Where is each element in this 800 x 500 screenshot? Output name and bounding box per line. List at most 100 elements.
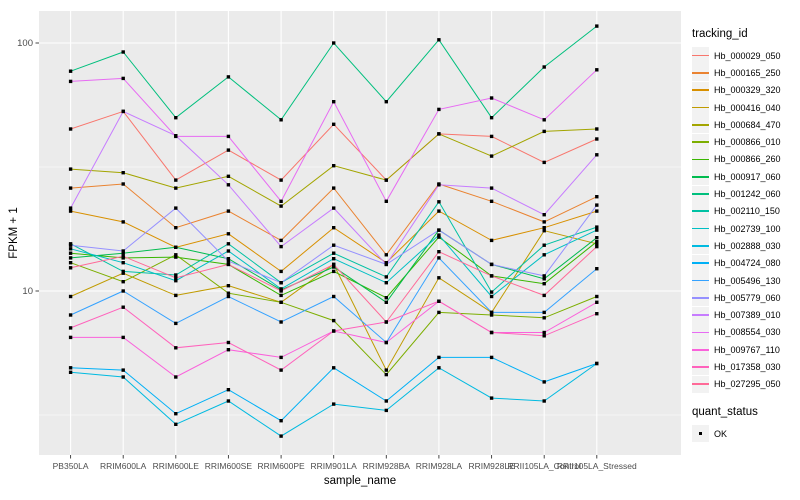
legend-item: Hb_000684_470 (692, 116, 800, 134)
data-point (226, 75, 231, 79)
data-point (595, 312, 599, 316)
data-point (542, 160, 546, 165)
data-point (489, 290, 494, 294)
legend-line-icon (692, 193, 709, 195)
data-point (332, 294, 336, 299)
data-point (279, 289, 283, 293)
data-point (542, 330, 546, 335)
legend-label: Hb_001242_060 (714, 189, 781, 200)
black-square-point-icon (698, 431, 703, 436)
legend-label: Hb_002888_030 (714, 240, 781, 251)
legend-key-swatch (692, 306, 709, 324)
data-point (226, 284, 231, 288)
data-point (437, 38, 441, 42)
legend-key-swatch (692, 81, 709, 99)
data-point (489, 355, 494, 360)
legend-label: Hb_008554_030 (714, 327, 781, 338)
data-point (121, 271, 125, 275)
data-point (332, 265, 336, 269)
data-point (489, 238, 494, 243)
data-point (226, 348, 231, 352)
data-point (121, 182, 125, 186)
data-point (384, 275, 388, 279)
data-point (226, 134, 231, 139)
data-point (121, 249, 125, 253)
legend-label: Hb_000329_320 (714, 85, 781, 96)
legend-line-icon (692, 227, 709, 230)
data-point (542, 226, 546, 230)
data-point (226, 257, 231, 261)
legend-line-icon (692, 141, 709, 143)
data-point (279, 434, 283, 438)
data-point (121, 280, 125, 284)
data-point (384, 300, 388, 304)
legend-item: Hb_027295_050 (692, 375, 800, 393)
legend-key-swatch (692, 202, 709, 220)
data-point (384, 199, 388, 203)
legend-key-swatch (692, 375, 709, 393)
legend-key-swatch (692, 133, 709, 151)
data-point (279, 281, 283, 285)
data-point (68, 335, 73, 340)
data-point (279, 320, 283, 324)
data-point (542, 243, 546, 247)
data-point (437, 276, 441, 280)
data-point (595, 244, 599, 249)
legend-key-swatch (692, 116, 709, 134)
data-point (332, 226, 336, 230)
data-point (489, 154, 494, 158)
legend-line-icon (692, 296, 709, 299)
data-point (542, 380, 546, 384)
x-tick-label: RRII105LA_Stressed (557, 461, 637, 471)
legend-line-icon (692, 331, 709, 334)
legend-key-swatch (692, 150, 709, 168)
legend-key-swatch (692, 289, 709, 307)
legend-line-icon (692, 366, 709, 368)
data-point (226, 148, 231, 152)
data-point (226, 232, 231, 236)
legend-line-icon (692, 106, 709, 109)
legend-label: Hb_000866_010 (714, 137, 781, 148)
legend-item: Hb_005779_060 (692, 289, 800, 307)
data-point (595, 228, 599, 232)
legend-items: Hb_000029_050 Hb_000165_250 Hb_000329_320 H… (692, 47, 800, 393)
legend-line-icon (692, 262, 709, 265)
data-point (68, 209, 73, 213)
legend-key-swatch (692, 272, 709, 289)
legend-label: Hb_000029_050 (714, 50, 781, 61)
legend-line-icon (692, 383, 709, 386)
data-point (437, 209, 441, 213)
legend-label: OK (714, 428, 728, 439)
legend-title-tracking-id: tracking_id (692, 28, 748, 40)
data-point (437, 107, 441, 112)
data-point (332, 262, 336, 267)
legend-line-icon (692, 123, 709, 126)
data-point (174, 116, 178, 120)
data-point (437, 228, 441, 232)
data-point (68, 256, 73, 260)
data-point (68, 206, 73, 210)
data-point (437, 233, 441, 237)
legend-item: Hb_002110_150 (692, 202, 800, 220)
data-point (595, 137, 599, 141)
data-point (542, 293, 546, 298)
data-point (226, 183, 231, 187)
data-point (595, 267, 599, 271)
legend-key-swatch (692, 323, 709, 341)
data-point (68, 69, 73, 73)
legend-key-swatch (692, 237, 709, 255)
data-point (332, 269, 336, 274)
data-point (332, 164, 336, 168)
data-point (542, 274, 546, 278)
legend-label: Hb_004724_080 (714, 258, 781, 269)
legend: tracking_id Hb_000029_050 Hb_000165_250 Hb… (692, 28, 800, 443)
data-point (489, 96, 494, 100)
x-tick-label: RRIM600PE (257, 461, 305, 471)
data-point (226, 249, 231, 253)
data-point (489, 186, 494, 190)
data-point (121, 171, 125, 175)
legend-label: Hb_005779_060 (714, 292, 781, 303)
legend-item: Hb_008554_030 (692, 323, 800, 341)
data-point (437, 183, 441, 187)
